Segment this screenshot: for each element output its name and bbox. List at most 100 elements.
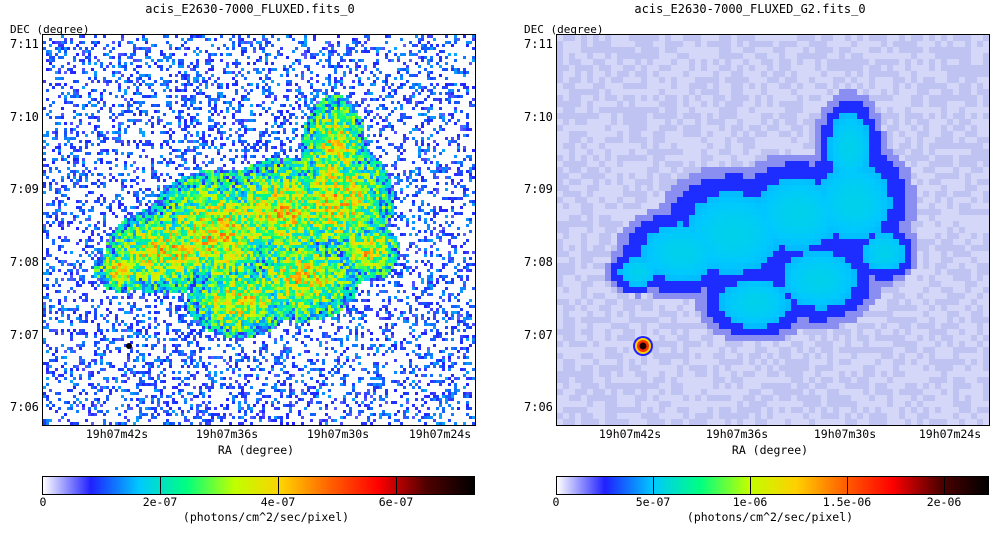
image-pixel <box>73 56 76 59</box>
image-pixel <box>349 209 352 212</box>
image-pixel <box>445 122 448 125</box>
image-pixel <box>232 77 235 80</box>
image-pixel <box>334 194 337 197</box>
image-pixel <box>325 158 328 161</box>
image-pixel <box>310 152 313 155</box>
image-pixel <box>364 47 367 50</box>
image-pixel <box>211 245 214 248</box>
image-pixel <box>349 53 352 56</box>
image-pixel <box>247 206 250 209</box>
image-pixel <box>355 128 358 131</box>
image-pixel <box>151 221 154 224</box>
image-pixel <box>343 221 346 224</box>
image-pixel <box>337 242 340 245</box>
image-pixel <box>217 77 220 80</box>
image-pixel <box>469 62 472 65</box>
image-pixel <box>298 239 301 242</box>
image-pixel <box>202 221 205 224</box>
image-pixel <box>301 146 304 149</box>
image-pixel <box>169 206 172 209</box>
image-pixel <box>241 185 244 188</box>
image-pixel <box>277 206 280 209</box>
image-pixel <box>340 152 343 155</box>
image-pixel <box>229 230 232 233</box>
image-pixel <box>313 245 316 248</box>
image-pixel <box>304 194 307 197</box>
image-pixel <box>292 200 295 203</box>
image-pixel <box>268 209 271 212</box>
image-pixel <box>103 218 106 221</box>
image-pixel <box>169 104 172 107</box>
image-pixel <box>304 206 307 209</box>
image-pixel <box>100 65 103 68</box>
image-pixel <box>442 209 445 212</box>
image-pixel <box>421 89 424 92</box>
image-pixel <box>61 185 64 188</box>
image-pixel <box>148 233 151 236</box>
image-pixel <box>232 227 235 230</box>
image-pixel <box>370 215 373 218</box>
image-pixel <box>262 194 265 197</box>
image-pixel <box>361 119 364 122</box>
image-pixel <box>115 230 118 233</box>
image-pixel <box>226 194 229 197</box>
image-pixel <box>325 128 328 131</box>
image-pixel <box>199 191 202 194</box>
image-pixel <box>130 41 133 44</box>
image-pixel <box>376 62 379 65</box>
image-pixel <box>157 242 160 245</box>
image-pixel <box>145 233 148 236</box>
image-pixel <box>109 116 112 119</box>
image-pixel <box>436 167 439 170</box>
image-pixel <box>76 170 79 173</box>
image-pixel <box>346 143 349 146</box>
image-pixel <box>124 62 127 65</box>
image-pixel <box>253 179 256 182</box>
image-pixel <box>370 218 373 221</box>
image-pixel <box>73 95 76 98</box>
image-pixel <box>427 107 430 110</box>
image-pixel <box>334 218 337 221</box>
image-pixel <box>346 185 349 188</box>
fits-image-raw[interactable] <box>42 34 476 426</box>
image-pixel <box>139 155 142 158</box>
image-pixel <box>289 167 292 170</box>
image-pixel <box>328 95 331 98</box>
image-pixel <box>277 167 280 170</box>
image-pixel <box>346 128 349 131</box>
image-pixel <box>340 149 343 152</box>
image-pixel <box>439 74 442 77</box>
image-pixel <box>97 233 100 236</box>
image-pixel <box>331 203 334 206</box>
image-pixel <box>154 227 157 230</box>
image-pixel <box>271 212 274 215</box>
image-pixel <box>241 119 244 122</box>
image-pixel <box>388 50 391 53</box>
image-pixel <box>205 233 208 236</box>
image-pixel <box>190 206 193 209</box>
image-pixel <box>283 221 286 224</box>
image-pixel <box>331 122 334 125</box>
image-pixel <box>292 239 295 242</box>
fits-image-raw-canvas[interactable] <box>43 35 475 425</box>
image-pixel <box>145 203 148 206</box>
image-pixel <box>262 200 265 203</box>
image-pixel <box>352 152 355 155</box>
image-pixel <box>175 182 178 185</box>
image-pixel <box>232 185 235 188</box>
image-pixel <box>49 44 52 47</box>
image-pixel <box>46 221 49 224</box>
image-pixel <box>85 176 88 179</box>
image-pixel <box>73 176 76 179</box>
image-pixel <box>238 128 241 131</box>
image-pixel <box>67 176 70 179</box>
image-pixel <box>262 218 265 221</box>
image-pixel <box>193 206 196 209</box>
image-pixel <box>328 98 331 101</box>
image-pixel <box>259 200 262 203</box>
image-pixel <box>352 236 355 239</box>
image-pixel <box>181 176 184 179</box>
image-pixel <box>217 131 220 134</box>
image-pixel <box>268 77 271 80</box>
image-pixel <box>307 242 310 245</box>
